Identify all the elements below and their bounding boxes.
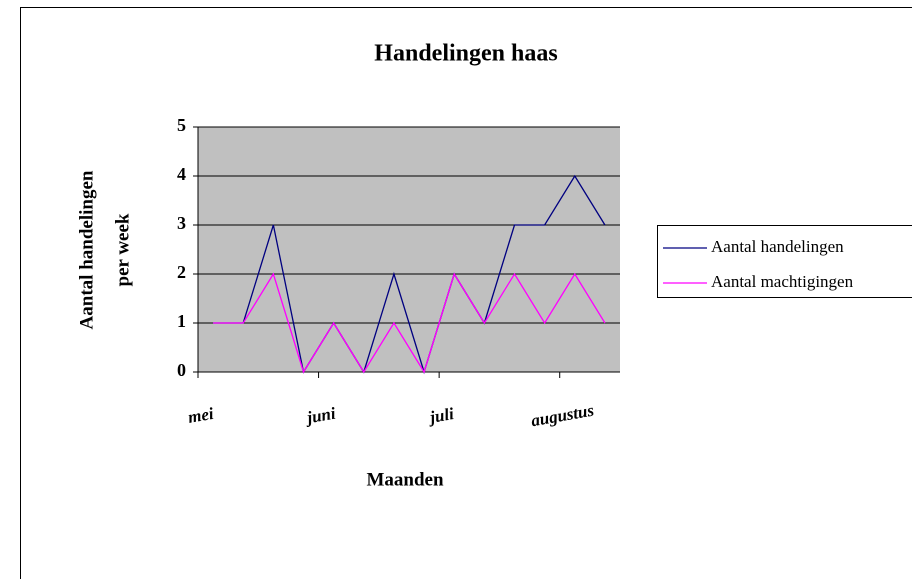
y-tick-label: 1	[177, 311, 186, 331]
x-axis-label: Maanden	[366, 469, 444, 490]
y-tick-label: 2	[177, 262, 186, 282]
y-axis-label: Aantal handelingen per week	[76, 170, 133, 329]
legend-label: Aantal machtigingen	[711, 272, 854, 291]
x-tick-label: mei	[187, 404, 216, 427]
y-tick-label: 0	[177, 360, 186, 380]
chart-title: Handelingen haas	[374, 41, 557, 67]
x-tick-label: juli	[426, 404, 456, 427]
y-tick-label: 4	[177, 164, 186, 184]
y-axis-label-line: Aantal handelingen	[76, 170, 97, 329]
y-tick-label: 5	[177, 115, 186, 135]
legend-label: Aantal handelingen	[711, 237, 844, 256]
plot-area	[198, 127, 620, 372]
series-line	[213, 272, 606, 374]
legend-box	[657, 225, 912, 298]
series-line	[213, 174, 606, 375]
y-axis-label-line: per week	[112, 213, 133, 286]
y-tick-label: 3	[177, 213, 186, 233]
